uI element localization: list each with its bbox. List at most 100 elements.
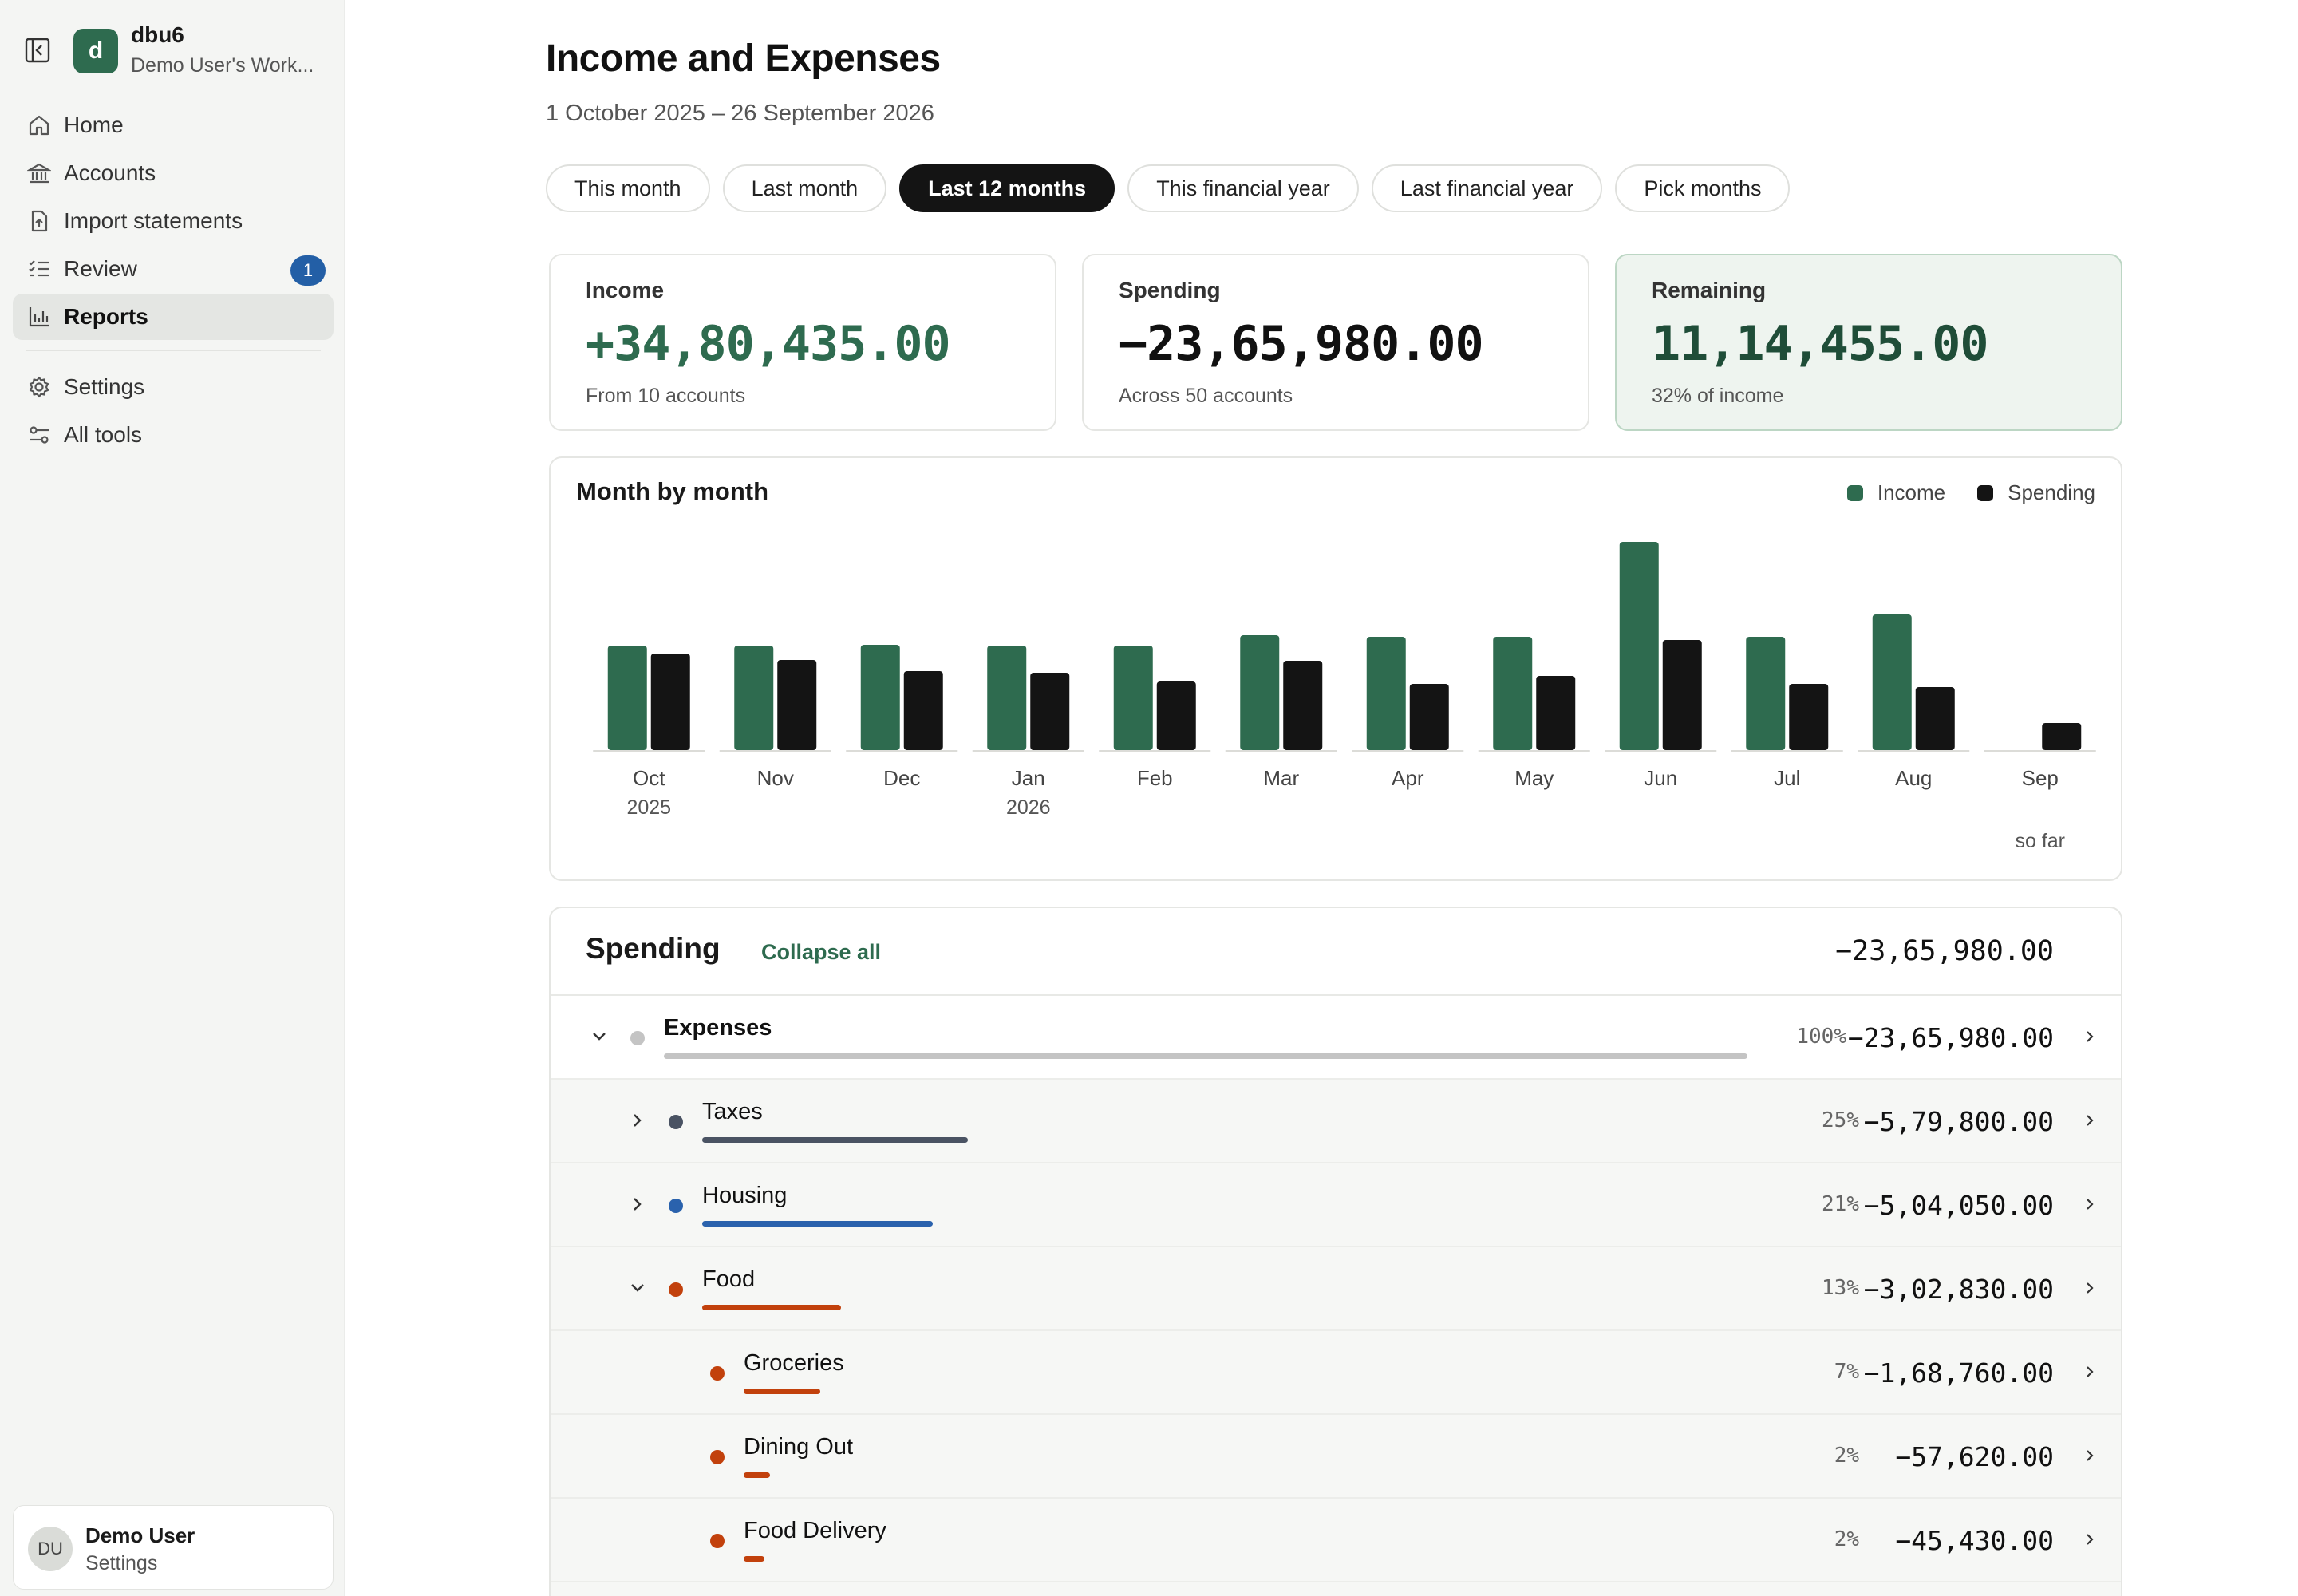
table-row[interactable]: Taxes 25% −5,79,800.00 — [551, 1080, 2121, 1163]
sidebar-item-all-tools[interactable]: All tools — [13, 412, 334, 458]
bar-spending-sep[interactable] — [2042, 723, 2082, 750]
chevron-right-icon[interactable] — [2078, 1360, 2102, 1384]
category-amount: −45,430.00 — [1895, 1525, 2054, 1556]
user-name: Demo User — [85, 1523, 195, 1547]
sidebar-item-label: Review — [64, 256, 137, 281]
chart-title: Month by month — [576, 477, 769, 505]
bar-spending-jan[interactable] — [1030, 673, 1070, 750]
sidebar-item-accounts[interactable]: Accounts — [13, 150, 334, 196]
period-last-month[interactable]: Last month — [722, 164, 887, 212]
category-color-dot — [710, 1450, 725, 1464]
bar-income-oct[interactable] — [607, 646, 647, 750]
x-tick-label: May — [1514, 766, 1554, 790]
user-menu[interactable]: DU Demo User Settings — [13, 1505, 334, 1590]
table-row[interactable]: Milk & Dairy — [551, 1582, 2121, 1596]
bar-income-jul[interactable] — [1746, 637, 1786, 750]
period-pick-months[interactable]: Pick months — [1615, 164, 1791, 212]
x-tick-label: Oct — [633, 766, 665, 790]
collapse-all-button[interactable]: Collapse all — [761, 940, 882, 964]
bar-income-may[interactable] — [1493, 637, 1533, 750]
table-row[interactable]: Groceries 7% −1,68,760.00 — [551, 1331, 2121, 1415]
table-row[interactable]: Food 13% −3,02,830.00 — [551, 1247, 2121, 1331]
workspace-name[interactable]: dbu6 — [131, 22, 184, 47]
chevron-down-icon[interactable] — [587, 1025, 611, 1049]
bar-income-dec[interactable] — [860, 645, 900, 750]
category-color-dot — [630, 1031, 645, 1045]
workspace-avatar[interactable]: d — [73, 29, 118, 73]
period-last-financial-year[interactable]: Last financial year — [1371, 164, 1603, 212]
category-name: Food — [702, 1266, 756, 1292]
sliders-icon — [26, 421, 53, 448]
bar-spending-apr[interactable] — [1409, 684, 1449, 750]
bar-income-apr[interactable] — [1366, 637, 1406, 750]
bar-spending-nov[interactable] — [777, 660, 817, 750]
chevron-right-icon[interactable] — [2078, 1444, 2102, 1468]
period-this-month[interactable]: This month — [546, 164, 710, 212]
sidebar-item-settings[interactable]: Settings — [13, 364, 334, 410]
bar-chart-icon — [26, 303, 53, 330]
bar-spending-may[interactable] — [1536, 676, 1576, 750]
period-this-financial-year[interactable]: This financial year — [1127, 164, 1359, 212]
chevron-right-icon[interactable] — [626, 1192, 650, 1216]
category-percent: 7% — [1834, 1360, 1859, 1384]
chevron-right-icon[interactable] — [626, 1108, 650, 1132]
spending-breakdown-card: Spending Collapse all −23,65,980.00 Expe… — [549, 907, 2122, 1596]
chart-legend: Income Spending — [1846, 480, 2095, 505]
category-amount: −57,620.00 — [1895, 1441, 2054, 1472]
category-percent: 25% — [1822, 1108, 1859, 1132]
bar-spending-dec[interactable] — [903, 671, 943, 750]
bar-spending-jul[interactable] — [1789, 684, 1829, 750]
legend-spending-swatch — [1977, 484, 1994, 501]
chevron-right-icon[interactable] — [2078, 1527, 2102, 1551]
bar-income-aug[interactable] — [1872, 614, 1912, 750]
sidebar: d dbu6 Demo User's Work... Home Accounts… — [0, 0, 345, 1596]
period-last-12-months[interactable]: Last 12 months — [899, 164, 1115, 212]
chevron-right-icon[interactable] — [2078, 1108, 2102, 1132]
table-row[interactable]: Housing 21% −5,04,050.00 — [551, 1163, 2121, 1247]
chevron-right-icon[interactable] — [2078, 1276, 2102, 1300]
table-row[interactable]: Dining Out 2% −57,620.00 — [551, 1415, 2121, 1499]
legend-income: Income — [1846, 480, 1945, 505]
sidebar-item-review[interactable]: Review 1 — [13, 246, 334, 292]
category-name: Expenses — [664, 1015, 772, 1041]
x-tick-label: Nov — [757, 766, 794, 790]
chevron-right-icon[interactable] — [2078, 1025, 2102, 1049]
sidebar-item-reports[interactable]: Reports — [13, 294, 334, 340]
bar-income-nov[interactable] — [734, 646, 774, 750]
category-percent: 100% — [1796, 1025, 1846, 1049]
table-row[interactable]: Expenses 100% −23,65,980.00 — [551, 996, 2121, 1080]
table-row[interactable]: Food Delivery 2% −45,430.00 — [551, 1499, 2121, 1582]
bar-spending-mar[interactable] — [1283, 661, 1323, 750]
bar-income-jan[interactable] — [987, 646, 1027, 750]
bar-spending-oct[interactable] — [650, 654, 690, 750]
sidebar-item-import-statements[interactable]: Import statements — [13, 198, 334, 244]
sidebar-toggle-icon[interactable] — [22, 35, 53, 65]
category-share-bar — [664, 1053, 1747, 1059]
sidebar-nav: Home Accounts Import statements Review 1 — [13, 102, 334, 460]
bar-spending-jun[interactable] — [1662, 640, 1702, 750]
category-amount: −23,65,980.00 — [1847, 1022, 2054, 1053]
x-tick-sublabel: 2025 — [626, 796, 671, 819]
bar-income-jun[interactable] — [1619, 542, 1659, 750]
sidebar-item-home[interactable]: Home — [13, 102, 334, 148]
bar-spending-aug[interactable] — [1915, 687, 1955, 750]
category-color-dot — [710, 1366, 725, 1381]
chevron-down-icon[interactable] — [626, 1276, 650, 1300]
bar-spending-feb[interactable] — [1156, 681, 1196, 750]
gear-icon — [26, 373, 53, 401]
category-name: Taxes — [702, 1099, 763, 1124]
chevron-right-icon[interactable] — [2078, 1192, 2102, 1216]
category-share-bar — [744, 1389, 820, 1394]
bar-income-feb[interactable] — [1113, 646, 1153, 750]
user-settings-link[interactable]: Settings — [85, 1552, 158, 1574]
sidebar-item-label: Accounts — [64, 160, 156, 185]
x-tick-label: Jun — [1644, 766, 1677, 790]
month-by-month-card: Month by month Income Spending Oct 2025 No… — [549, 456, 2122, 881]
category-amount: −3,02,830.00 — [1863, 1274, 2054, 1305]
file-upload-icon — [26, 207, 53, 235]
x-tick-label: Jan — [1012, 766, 1045, 790]
category-name: Food Delivery — [744, 1518, 886, 1543]
month-by-month-chart: Oct 2025 Nov Dec Jan 2026 Feb Mar Apr May Jun Jul Au… — [593, 542, 2096, 852]
bar-income-mar[interactable] — [1240, 635, 1280, 750]
remaining-label: Remaining — [1652, 278, 1767, 302]
